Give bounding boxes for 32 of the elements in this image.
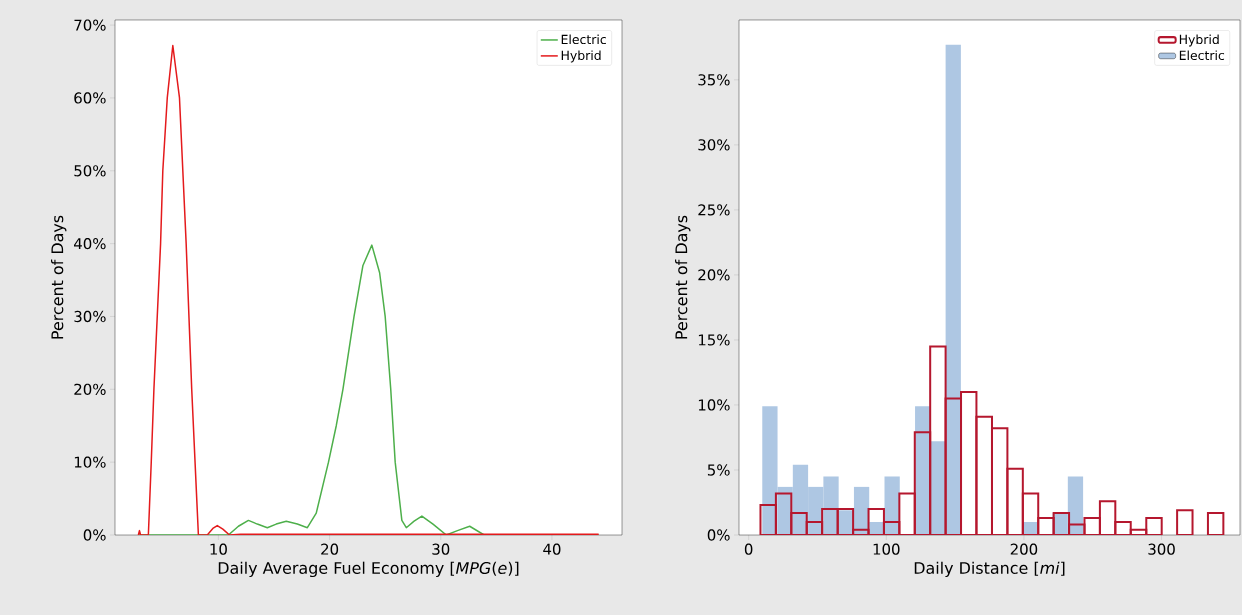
y-tick-label: 30% [74,310,106,323]
legend-label: Electric [561,34,606,45]
x-tick-label: 40 [543,543,561,555]
y-tick-label: 10% [74,456,106,468]
legend-label: Hybrid [561,50,601,63]
y-tick-label: 5% [707,464,730,476]
y-tick-label: 70% [74,19,106,31]
y-tick-label: 0% [83,529,106,541]
y-tick-label: 25% [698,204,730,216]
y-tick-label: 40% [74,237,106,250]
x-tick-label: 20 [321,543,339,555]
y-tick-label: 15% [698,334,730,346]
legend-label: Electric [1179,50,1225,61]
y-tick-label: 10% [698,399,730,411]
x-tick-label: 300 [1148,543,1175,555]
y-tick-label: 50% [74,165,106,177]
x-axis-title: Daily Average Fuel Economy [MPG(e)] [218,561,519,578]
y-tick-label: 30% [698,139,730,151]
y-tick-label: 20% [74,383,106,395]
y-axis-title: Percent of Days [51,215,67,339]
x-tick-label: 30 [432,543,450,555]
x-tick-label: 100 [873,543,900,555]
x-tick-label: 200 [1010,543,1038,555]
x-tick-label: 10 [210,543,227,555]
x-tick-label: 0 [744,543,753,555]
y-axis-title: Percent of Days [675,215,691,339]
y-tick-label: 35% [698,74,730,86]
y-tick-label: 60% [74,92,106,104]
x-axis-title: Daily Distance [mi] [914,561,1065,578]
y-tick-label: 0% [707,529,730,541]
legend-label: Hybrid [1179,34,1219,47]
y-tick-label: 20% [698,269,730,281]
